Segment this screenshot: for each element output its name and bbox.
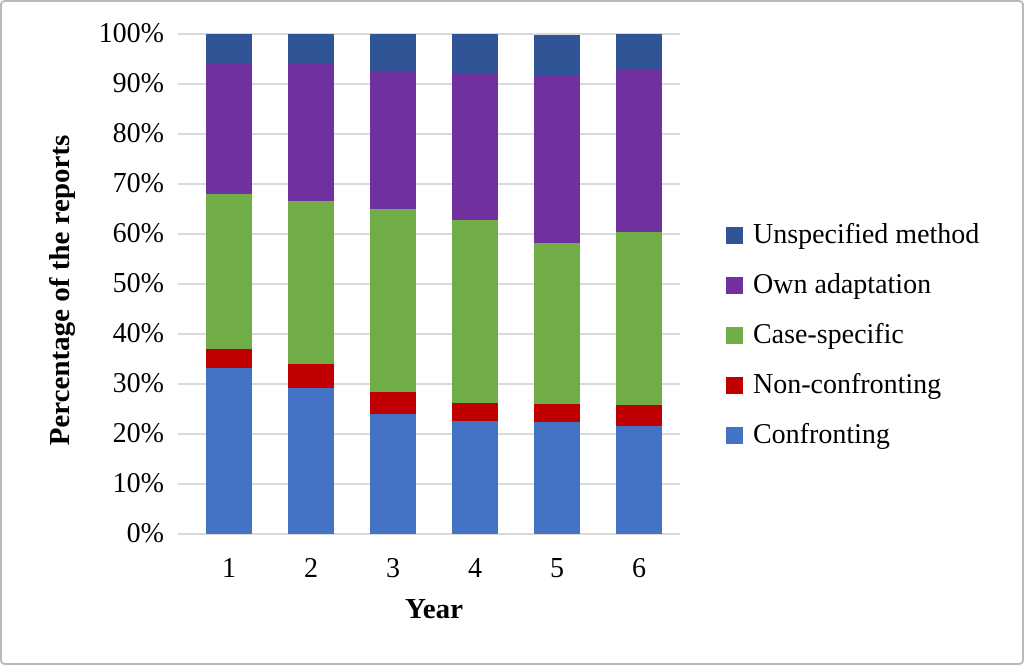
bar-segment-confronting-year-4[interactable] — [452, 420, 498, 534]
legend-swatch-case-specific — [726, 326, 743, 344]
y-axis-tick — [178, 383, 188, 385]
bar-year-5 — [534, 34, 580, 534]
bar-segment-non-confronting-year-5[interactable] — [534, 404, 580, 422]
bar-segment-non-confronting-year-3[interactable] — [370, 392, 416, 414]
bar-segment-non-confronting-year-1[interactable] — [206, 349, 252, 368]
bar-segment-own-adaptation-year-3[interactable] — [370, 72, 416, 209]
x-axis-title: Year — [405, 593, 463, 625]
gridline-70 — [188, 183, 680, 185]
x-tick-label-6: 6 — [632, 553, 646, 584]
bar-segment-confronting-year-5[interactable] — [534, 421, 580, 534]
x-tick-label-5: 5 — [550, 553, 564, 584]
legend-item-confronting[interactable]: Confronting — [726, 418, 890, 452]
bar-segment-unspecified-method-year-1[interactable] — [206, 34, 252, 64]
bar-segment-case-specific-year-1[interactable] — [206, 194, 252, 349]
x-tick-label-2: 2 — [304, 553, 318, 584]
bar-year-4 — [452, 34, 498, 534]
y-axis-tick — [178, 83, 188, 85]
y-tick-label: 100% — [98, 18, 164, 49]
gridline-40 — [188, 333, 680, 335]
y-axis-tick — [178, 283, 188, 285]
bar-year-6 — [616, 34, 662, 534]
gridline-60 — [188, 233, 680, 235]
y-axis-tick — [178, 433, 188, 435]
bar-segment-case-specific-year-3[interactable] — [370, 209, 416, 392]
y-axis-tick — [178, 533, 188, 535]
y-tick-label: 70% — [112, 168, 164, 199]
bar-segment-unspecified-method-year-5[interactable] — [534, 35, 580, 75]
bar-segment-confronting-year-2[interactable] — [288, 388, 334, 534]
gridline-10 — [188, 483, 680, 485]
bar-year-1 — [206, 34, 252, 534]
gridline-80 — [188, 133, 680, 135]
bar-segment-own-adaptation-year-1[interactable] — [206, 64, 252, 194]
bar-segment-unspecified-method-year-3[interactable] — [370, 34, 416, 72]
y-tick-label: 30% — [112, 368, 164, 399]
y-tick-label: 60% — [112, 218, 164, 249]
gridline-90 — [188, 83, 680, 85]
y-tick-label: 40% — [112, 318, 164, 349]
y-axis-tick — [178, 133, 188, 135]
gridline-20 — [188, 433, 680, 435]
legend-label: Confronting — [753, 419, 890, 450]
bar-segment-own-adaptation-year-4[interactable] — [452, 74, 498, 220]
x-tick-label-3: 3 — [386, 553, 400, 584]
y-tick-label: 10% — [112, 468, 164, 499]
y-axis-tick — [178, 333, 188, 335]
gridline-0 — [188, 533, 680, 535]
legend-item-non-confronting[interactable]: Non-confronting — [726, 368, 941, 402]
bar-year-3 — [370, 34, 416, 534]
legend-swatch-non-confronting — [726, 376, 743, 394]
legend-swatch-confronting — [726, 426, 743, 444]
y-axis-tick — [178, 233, 188, 235]
x-tick-label-4: 4 — [468, 553, 482, 584]
legend-item-unspecified-method[interactable]: Unspecified method — [726, 218, 979, 252]
y-axis-tick — [178, 33, 188, 35]
bar-segment-own-adaptation-year-2[interactable] — [288, 63, 334, 201]
legend-label: Non-confronting — [753, 369, 942, 400]
bar-segment-confronting-year-6[interactable] — [616, 425, 662, 534]
bar-segment-case-specific-year-5[interactable] — [534, 243, 580, 404]
legend-item-case-specific[interactable]: Case-specific — [726, 318, 904, 352]
bar-segment-confronting-year-3[interactable] — [370, 413, 416, 534]
y-axis-tick — [178, 483, 188, 485]
bar-segment-non-confronting-year-6[interactable] — [616, 404, 662, 426]
legend-label: Own adaptation — [753, 269, 932, 300]
legend-label: Case-specific — [753, 319, 904, 350]
y-tick-label: 0% — [126, 518, 164, 549]
legend-label: Unspecified method — [753, 219, 980, 250]
bar-segment-case-specific-year-4[interactable] — [452, 220, 498, 403]
gridline-30 — [188, 383, 680, 385]
y-tick-label: 90% — [112, 68, 164, 99]
y-axis-tick — [178, 183, 188, 185]
bar-segment-unspecified-method-year-2[interactable] — [288, 34, 334, 64]
y-tick-label: 20% — [112, 418, 164, 449]
bar-segment-own-adaptation-year-5[interactable] — [534, 75, 580, 243]
bar-segment-own-adaptation-year-6[interactable] — [616, 70, 662, 232]
plot-area — [188, 33, 680, 535]
bar-segment-non-confronting-year-2[interactable] — [288, 364, 334, 388]
legend-swatch-own-adaptation — [726, 276, 743, 294]
gridline-100 — [188, 33, 680, 35]
y-tick-label: 50% — [112, 268, 164, 299]
gridline-50 — [188, 283, 680, 285]
bar-segment-case-specific-year-6[interactable] — [616, 232, 662, 405]
legend-swatch-unspecified-method — [726, 226, 743, 244]
bar-segment-confronting-year-1[interactable] — [206, 367, 252, 534]
bar-segment-case-specific-year-2[interactable] — [288, 200, 334, 364]
bar-year-2 — [288, 34, 334, 534]
y-tick-label: 80% — [112, 118, 164, 149]
legend: Unspecified method Own adaptation Case-spe… — [726, 2, 1016, 663]
bar-segment-unspecified-method-year-4[interactable] — [452, 34, 498, 74]
bar-segment-non-confronting-year-4[interactable] — [452, 402, 498, 421]
legend-item-own-adaptation[interactable]: Own adaptation — [726, 268, 931, 302]
bar-segment-unspecified-method-year-6[interactable] — [616, 34, 662, 70]
x-tick-label-1: 1 — [222, 553, 236, 584]
